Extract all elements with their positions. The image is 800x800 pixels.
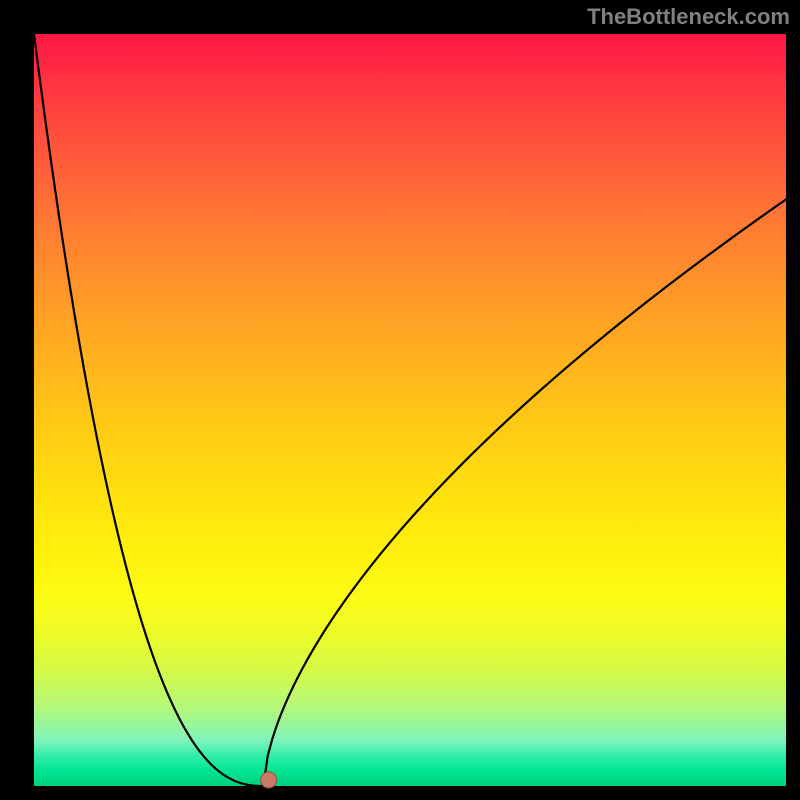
chart-svg	[0, 0, 800, 800]
bottleneck-chart: TheBottleneck.com	[0, 0, 800, 800]
optimum-marker	[261, 772, 277, 788]
plot-area	[34, 34, 786, 786]
watermark-text: TheBottleneck.com	[587, 4, 790, 30]
